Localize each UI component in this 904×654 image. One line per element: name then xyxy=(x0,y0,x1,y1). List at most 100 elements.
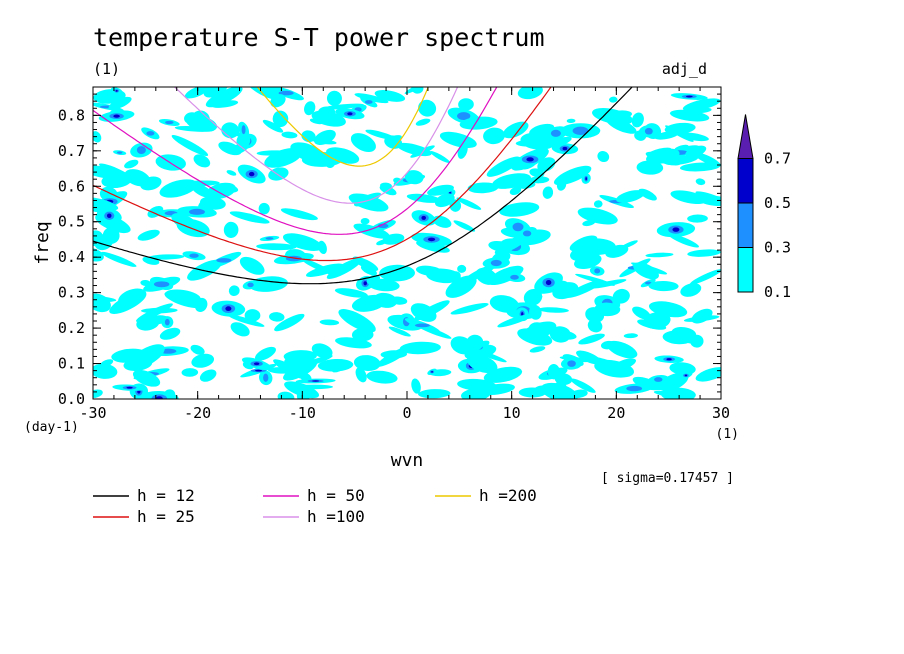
contour-cyan xyxy=(406,193,442,203)
contour-cyan xyxy=(410,303,437,322)
contour-blue xyxy=(510,274,519,280)
contour-blue xyxy=(594,268,601,274)
contour-cyan xyxy=(352,256,379,271)
contour-cyan xyxy=(245,87,282,100)
contour-cyan xyxy=(411,378,421,394)
contour-cyan xyxy=(679,132,709,142)
contour-cyan xyxy=(577,207,618,225)
contour-cyan xyxy=(272,110,289,128)
contour-cyan xyxy=(585,307,605,323)
contour-cyan xyxy=(597,150,610,163)
dispersion-curve xyxy=(173,87,459,204)
contour-cyan xyxy=(578,333,605,345)
contour-cyan xyxy=(517,87,543,100)
contour-cyan xyxy=(514,181,536,189)
contour-cyan xyxy=(93,165,124,179)
contour-cyan xyxy=(228,314,265,327)
contour-darkblue xyxy=(526,157,534,162)
contour-darkblue xyxy=(562,146,568,151)
contour-cyan xyxy=(232,130,241,137)
x-unit-label: (1) xyxy=(716,427,739,442)
chart-subtitle-right: adj_d xyxy=(662,60,707,78)
contour-cyan xyxy=(184,112,199,124)
contour-cyan xyxy=(164,289,201,304)
contour-cyan xyxy=(612,288,630,304)
contour-cyan xyxy=(210,100,239,108)
contour-cyan xyxy=(181,180,220,187)
contour-cyan xyxy=(184,87,209,99)
contour-cyan xyxy=(350,133,376,153)
contour-cyan xyxy=(324,157,336,169)
contour-blue xyxy=(164,318,170,326)
contour-cyan xyxy=(457,264,467,273)
contour-darkblue xyxy=(255,369,262,372)
contour-cyan xyxy=(229,211,270,224)
contour-cyan xyxy=(379,264,416,282)
colorbar-label: 0.1 xyxy=(764,283,791,301)
contour-cyan xyxy=(648,153,660,167)
contour-darkblue xyxy=(684,374,688,377)
contour-darkblue xyxy=(347,112,353,116)
contour-cyan xyxy=(290,142,325,163)
contour-cyan xyxy=(576,350,602,365)
contour-blue xyxy=(490,259,502,267)
contour-cyan xyxy=(305,263,344,277)
contour-blue xyxy=(550,129,561,137)
contour-cyan xyxy=(553,381,567,394)
spectrum-contours xyxy=(93,87,721,399)
legend-label: h = 25 xyxy=(137,507,195,526)
contour-cyan xyxy=(174,126,215,132)
contour-cyan xyxy=(582,219,596,227)
legend-label: h = 12 xyxy=(137,486,195,505)
contour-blue xyxy=(153,281,170,288)
contour-blue xyxy=(278,90,294,96)
contour-cyan xyxy=(404,170,424,185)
contour-cyan xyxy=(382,233,405,245)
y-tick-label: 0.7 xyxy=(58,142,85,160)
contour-cyan xyxy=(283,360,318,381)
contour-darkblue xyxy=(685,95,693,98)
contour-cyan xyxy=(515,139,547,147)
contour-cyan xyxy=(609,96,618,103)
contour-blue xyxy=(414,323,430,328)
contour-cyan xyxy=(128,344,165,370)
contour-darkblue xyxy=(126,386,133,389)
contour-cyan xyxy=(623,333,638,339)
contour-blue xyxy=(247,282,254,288)
contour-cyan xyxy=(542,186,554,199)
contour-cyan xyxy=(93,363,118,379)
dispersion-curve xyxy=(256,87,429,167)
contour-darkblue xyxy=(363,281,367,286)
contour-cyan xyxy=(262,119,284,133)
contour-cyan xyxy=(537,157,556,172)
y-tick-label: 0.1 xyxy=(58,355,85,373)
contour-cyan xyxy=(489,369,518,381)
contour-blue xyxy=(241,125,246,135)
contour-cyan xyxy=(239,256,265,275)
contour-darkblue xyxy=(248,171,255,177)
contour-cyan xyxy=(426,268,461,284)
colorbar-extension xyxy=(737,114,754,159)
contour-blue xyxy=(567,360,576,367)
x-tick-label: 30 xyxy=(712,404,730,422)
contour-cyan xyxy=(575,273,615,286)
contour-darkblue xyxy=(421,215,426,220)
y-tick-label: 0.2 xyxy=(58,319,85,337)
contour-cyan xyxy=(191,353,215,368)
contour-cyan xyxy=(645,252,674,258)
contour-cyan xyxy=(295,384,334,390)
contour-cyan xyxy=(388,326,411,337)
x-tick-label: 20 xyxy=(607,404,625,422)
contour-cyan xyxy=(314,129,336,145)
contour-blue xyxy=(265,237,274,240)
x-tick-label: -30 xyxy=(79,404,106,422)
contour-darkblue xyxy=(666,358,672,361)
legend: h = 12 h = 25 h = 50 h =100 h =200 xyxy=(93,486,537,526)
contour-cyan xyxy=(171,134,209,156)
dispersion-curve xyxy=(93,87,633,285)
contour-cyan xyxy=(439,131,477,148)
contour-cyan xyxy=(132,369,161,387)
contour-cyan xyxy=(612,110,633,118)
contour-blue xyxy=(654,377,663,382)
